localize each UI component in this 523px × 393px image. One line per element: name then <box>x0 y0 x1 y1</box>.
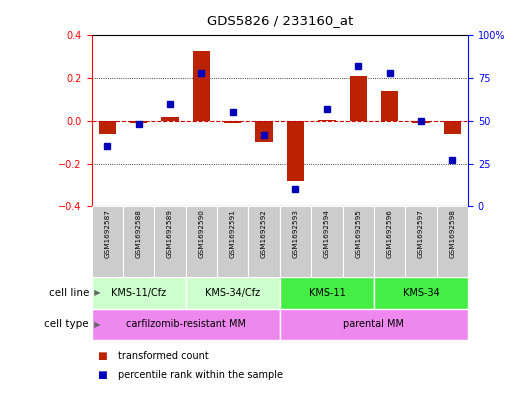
Bar <box>92 277 186 309</box>
Bar <box>287 121 304 181</box>
Bar <box>444 121 461 134</box>
Text: ■: ■ <box>97 351 107 361</box>
Bar <box>123 206 154 277</box>
Bar <box>92 206 123 277</box>
Bar <box>92 309 280 340</box>
Text: GSM1692596: GSM1692596 <box>386 209 393 258</box>
Text: KMS-11: KMS-11 <box>309 288 345 298</box>
Bar <box>280 309 468 340</box>
Text: KMS-34/Cfz: KMS-34/Cfz <box>205 288 260 298</box>
Bar <box>412 121 430 123</box>
Text: ■: ■ <box>97 370 107 380</box>
Bar <box>374 206 405 277</box>
Text: carfilzomib-resistant MM: carfilzomib-resistant MM <box>126 319 246 329</box>
Bar <box>186 206 217 277</box>
Text: ▶: ▶ <box>89 288 100 297</box>
Text: cell type: cell type <box>44 319 89 329</box>
Bar <box>192 51 210 121</box>
Bar <box>161 117 178 121</box>
Text: GSM1692598: GSM1692598 <box>449 209 456 258</box>
Text: GDS5826 / 233160_at: GDS5826 / 233160_at <box>207 14 353 27</box>
Bar <box>98 121 116 134</box>
Text: GSM1692587: GSM1692587 <box>104 209 110 258</box>
Bar <box>437 206 468 277</box>
Text: KMS-34: KMS-34 <box>403 288 439 298</box>
Bar <box>381 91 399 121</box>
Bar <box>349 76 367 121</box>
Text: KMS-11/Cfz: KMS-11/Cfz <box>111 288 166 298</box>
Bar <box>280 277 374 309</box>
Bar <box>405 206 437 277</box>
Bar <box>224 121 242 123</box>
Text: GSM1692590: GSM1692590 <box>198 209 204 258</box>
Bar <box>154 206 186 277</box>
Bar <box>248 206 280 277</box>
Text: ▶: ▶ <box>89 320 100 329</box>
Bar <box>374 277 468 309</box>
Text: percentile rank within the sample: percentile rank within the sample <box>118 370 282 380</box>
Text: GSM1692592: GSM1692592 <box>261 209 267 258</box>
Text: GSM1692588: GSM1692588 <box>135 209 142 258</box>
Text: GSM1692597: GSM1692597 <box>418 209 424 258</box>
Bar <box>186 277 280 309</box>
Bar <box>318 120 336 121</box>
Text: GSM1692593: GSM1692593 <box>292 209 299 258</box>
Bar <box>343 206 374 277</box>
Bar <box>130 121 147 123</box>
Text: GSM1692591: GSM1692591 <box>230 209 236 258</box>
Bar <box>311 206 343 277</box>
Text: GSM1692594: GSM1692594 <box>324 209 330 258</box>
Text: GSM1692595: GSM1692595 <box>355 209 361 258</box>
Bar <box>217 206 248 277</box>
Text: cell line: cell line <box>49 288 89 298</box>
Text: parental MM: parental MM <box>344 319 404 329</box>
Bar <box>255 121 273 142</box>
Text: transformed count: transformed count <box>118 351 209 361</box>
Bar <box>280 206 311 277</box>
Text: GSM1692589: GSM1692589 <box>167 209 173 258</box>
